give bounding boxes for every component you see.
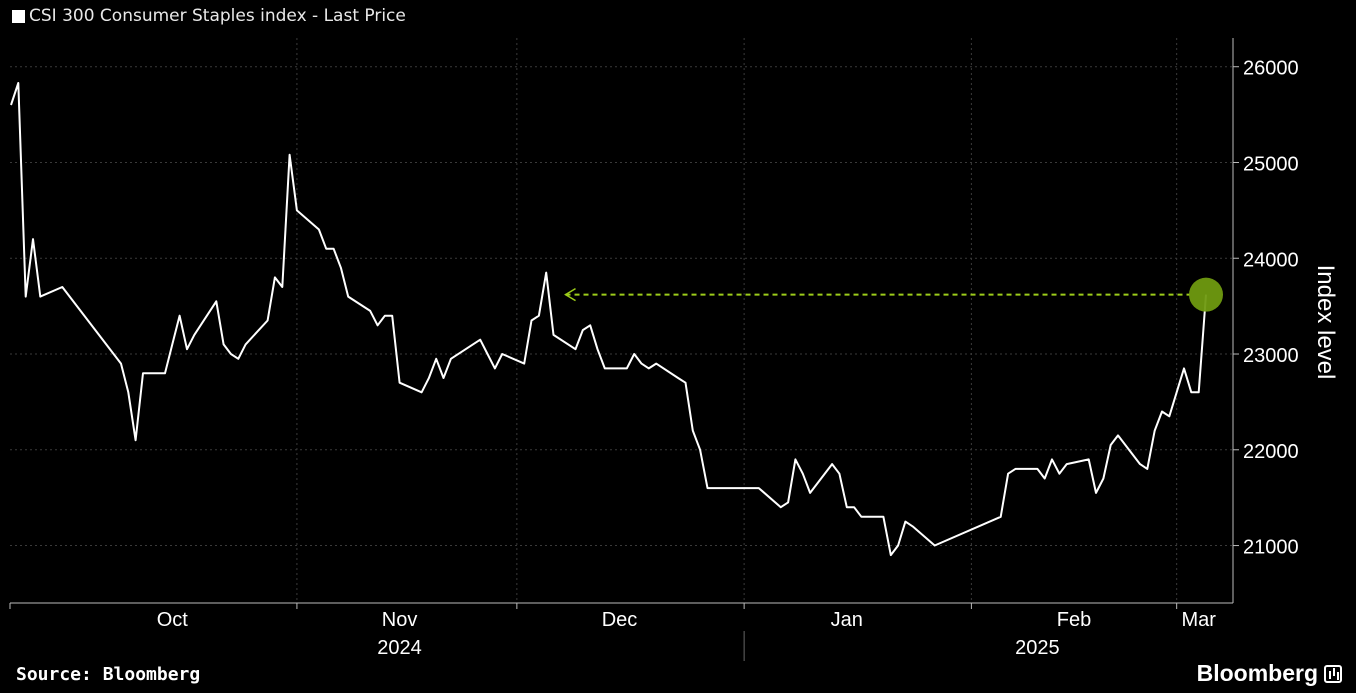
- x-tick-label: Dec: [602, 609, 638, 631]
- year-label: 2025: [1015, 637, 1060, 659]
- annotation-layer: [564, 288, 1190, 302]
- x-tick-label: Mar: [1181, 609, 1216, 631]
- brand-logo: Bloomberg: [1197, 660, 1342, 687]
- y-tick-label: 23000: [1243, 345, 1299, 367]
- legend-label: CSI 300 Consumer Staples index - Last Pr…: [29, 6, 406, 26]
- year-label: 2024: [377, 637, 422, 659]
- marker-layer: [1189, 277, 1223, 312]
- y-tick-label: 24000: [1243, 249, 1299, 271]
- y-tick-label: 21000: [1243, 537, 1299, 559]
- brand-name: Bloomberg: [1196, 660, 1318, 686]
- axis-layer: 21000 22000 23000 24000 25000 26000 Oct Nov Dec J…: [9, 38, 1299, 661]
- y-axis-label: Index level: [1312, 265, 1339, 380]
- x-tick-label: Jan: [831, 609, 863, 631]
- y-tick-label: 26000: [1243, 58, 1299, 80]
- source-note: Source: Bloomberg: [16, 664, 201, 685]
- x-tick-label: Nov: [382, 609, 418, 631]
- series-line: [10, 82, 1207, 557]
- chart-icon: [1324, 664, 1342, 683]
- series-layer: [10, 82, 1207, 557]
- legend-swatch: [12, 9, 25, 23]
- x-tick-label: Feb: [1057, 609, 1091, 631]
- grid-layer: [10, 38, 1233, 603]
- y-tick-label: 25000: [1243, 153, 1299, 175]
- x-tick-label: Oct: [157, 609, 189, 631]
- y-tick-label: 22000: [1243, 441, 1299, 463]
- chart-legend: CSI 300 Consumer Staples index - Last Pr…: [12, 6, 406, 26]
- annotation-arrowhead: [564, 288, 576, 302]
- highlight-marker: [1189, 277, 1223, 312]
